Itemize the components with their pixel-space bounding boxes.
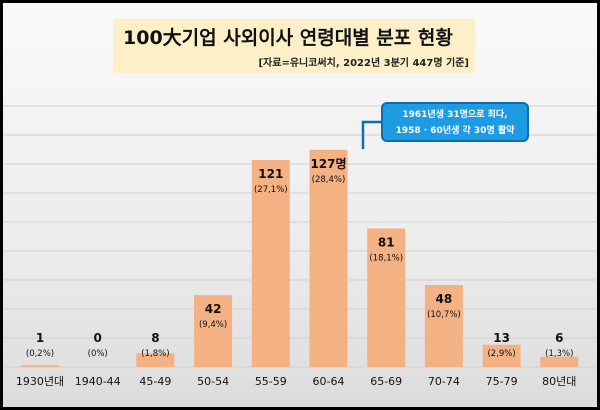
annotation-line-1: 1961년생 31명으로 최다, <box>402 110 508 120</box>
bar <box>251 160 290 367</box>
value-label: 121 <box>258 167 283 181</box>
percent-label: (18,1%) <box>369 253 403 263</box>
value-label: 6 <box>555 331 563 345</box>
bar-chart: 1 (0,2%) 1930년대 0 (0%) 1940-44 8 (1,8%) 45-49 42 (… <box>3 105 597 388</box>
x-tick-label: 50-54 <box>197 375 229 388</box>
x-tick-label: 75-79 <box>486 375 518 388</box>
value-label: 48 <box>436 292 453 306</box>
percent-label: (0,2%) <box>26 349 54 359</box>
bar <box>424 284 463 367</box>
bar <box>309 149 348 367</box>
bar <box>367 228 406 367</box>
percent-label: (9,4%) <box>199 320 227 330</box>
x-tick-label: 65-69 <box>370 375 402 388</box>
x-tick-label: 60-64 <box>313 375 345 388</box>
x-tick-label: 1940-44 <box>75 375 121 388</box>
bar <box>21 365 59 367</box>
bar <box>136 353 175 367</box>
title-box: 100大기업 사외이사 연령대별 분포 현황 [자료=유니코써치, 2022년 … <box>113 19 475 73</box>
value-label: 13 <box>493 331 510 345</box>
value-label: 0 <box>94 331 102 345</box>
chart-subtitle: [자료=유니코써치, 2022년 3분기 447명 기준] <box>258 58 469 69</box>
percent-label: (10,7%) <box>427 310 461 320</box>
bar <box>194 295 233 367</box>
bar <box>540 356 579 367</box>
bar <box>482 344 521 367</box>
value-label: 81 <box>378 235 395 249</box>
annotation-callout: 1961년생 31명으로 최다, 1958 · 60년생 각 30명 활약 <box>381 102 529 142</box>
chart-title: 100大기업 사외이사 연령대별 분포 현황 <box>123 27 453 49</box>
percent-label: (28,4%) <box>312 175 346 185</box>
percent-label: (1,8%) <box>141 349 169 359</box>
percent-label: (1,3%) <box>545 349 573 359</box>
value-label: 8 <box>151 331 159 345</box>
x-tick-label: 1930년대 <box>16 375 64 388</box>
percent-label: (2,9%) <box>487 349 515 359</box>
callout-connector <box>361 120 381 149</box>
percent-label: (27,1%) <box>254 185 288 195</box>
annotation-line-2: 1958 · 60년생 각 30명 활약 <box>395 126 515 136</box>
value-label: 42 <box>205 302 222 316</box>
value-label: 1 <box>36 331 44 345</box>
x-tick-label: 45-49 <box>139 375 171 388</box>
x-tick-label: 80년대 <box>542 375 576 388</box>
percent-label: (0%) <box>88 349 108 359</box>
value-label: 127명 <box>310 157 346 171</box>
x-tick-label: 70-74 <box>428 375 460 388</box>
x-tick-label: 55-59 <box>255 375 287 388</box>
